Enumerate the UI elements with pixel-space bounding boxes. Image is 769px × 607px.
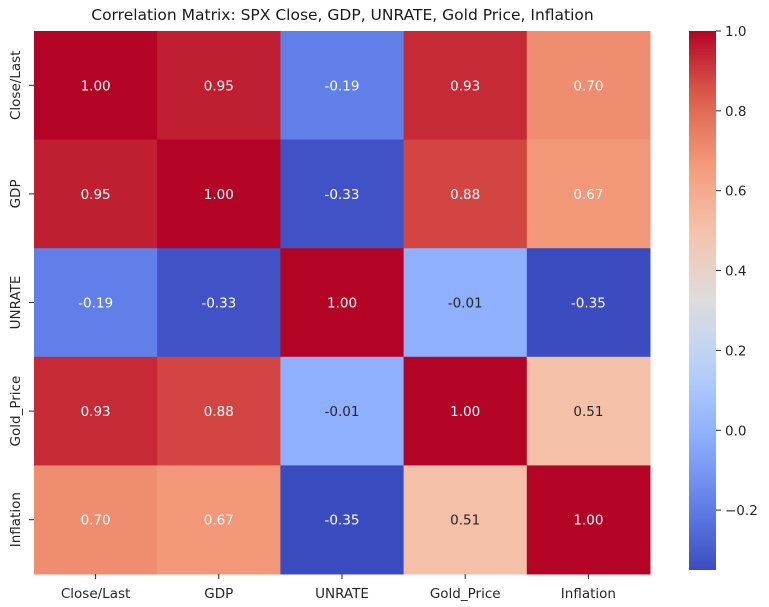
cell-annotation: -0.19 [78,296,113,312]
colorbar: −0.2 0.0 0.2 0.4 0.6 0.8 1.0 [689,24,758,570]
heatmap-cell [34,248,158,358]
cell-annotation: 0.70 [573,78,603,94]
heatmap-cell [34,356,158,466]
x-tick-label: Gold_Price [430,586,501,602]
y-tick-label: GDP [8,179,24,208]
cell-annotation: 1.00 [450,404,480,420]
heatmap-cell [157,31,281,141]
heatmap-cell [526,248,651,358]
cell-annotation: 1.00 [327,296,357,312]
colorbar-tick-label: 0.0 [725,423,746,439]
cell-annotation: -0.33 [201,296,236,312]
heatmap-cell [280,465,405,575]
heatmap-cell [526,356,651,466]
cell-annotation: 0.51 [573,404,603,420]
cell-annotation: -0.01 [325,404,360,420]
heatmap-cell [280,139,405,249]
y-tick-label: Inflation [8,492,24,547]
cell-annotation: 0.88 [204,404,234,420]
cell-annotation: 0.93 [81,404,111,420]
colorbar-tick-label: 0.8 [725,104,746,120]
colorbar-tick-label: 1.0 [725,24,746,40]
cell-annotation: -0.33 [325,187,360,203]
y-tick-label: UNRATE [8,276,24,330]
cell-annotation: 0.51 [450,513,480,529]
heatmap-cell [157,356,281,466]
heatmap-cells: 1.00 0.95 -0.19 0.93 0.70 0.95 1.00 -0.33 0.88 0.… [34,31,651,575]
x-axis: Close/Last GDP UNRATE Gold_Price Inflation [61,574,616,602]
heatmap-cell [526,465,651,575]
heatmap-cell [34,31,158,141]
colorbar-tick-label: 0.4 [725,264,746,280]
colorbar-tick-label: 0.6 [725,184,746,200]
heatmap-cell [403,139,528,249]
heatmap-cell [403,248,528,358]
cell-annotation: 0.88 [450,187,480,203]
heatmap-cell [280,248,405,358]
y-tick-label: Gold_Price [8,376,24,447]
heatmap-cell [403,465,528,575]
heatmap-cell [157,248,281,358]
heatmap-cell [34,139,158,249]
heatmap-cell [526,31,651,141]
cell-annotation: -0.35 [571,296,606,312]
colorbar-tick-label: 0.2 [725,343,746,359]
colorbar-tick-label: −0.2 [725,503,758,519]
cell-annotation: 1.00 [81,78,111,94]
cell-annotation: 0.70 [81,513,111,529]
cell-annotation: 1.00 [573,513,603,529]
y-axis: Close/Last GDP UNRATE Gold_Price Inflation [8,51,34,547]
heatmap-cell [280,356,405,466]
x-tick-label: GDP [204,586,233,602]
cell-annotation: -0.19 [325,78,360,94]
cell-annotation: 0.67 [573,187,603,203]
heatmap-cell [526,139,651,249]
cell-annotation: -0.01 [448,296,483,312]
heatmap-cell [34,465,158,575]
heatmap-cell [157,139,281,249]
cell-annotation: 0.95 [81,187,111,203]
cell-annotation: 0.95 [204,78,234,94]
chart-title: Correlation Matrix: SPX Close, GDP, UNRA… [91,6,594,24]
heatmap-cell [403,356,528,466]
heatmap-cell [157,465,281,575]
heatmap-cell [403,31,528,141]
cell-annotation: 0.93 [450,78,480,94]
x-tick-label: Close/Last [61,586,130,602]
x-tick-label: Inflation [561,586,616,602]
cell-annotation: 0.67 [204,513,234,529]
cell-annotation: 1.00 [204,187,234,203]
cell-annotation: -0.35 [325,513,360,529]
heatmap-cell [280,31,405,141]
x-tick-label: UNRATE [315,586,369,602]
y-tick-label: Close/Last [8,51,24,120]
colorbar-gradient [689,31,716,570]
